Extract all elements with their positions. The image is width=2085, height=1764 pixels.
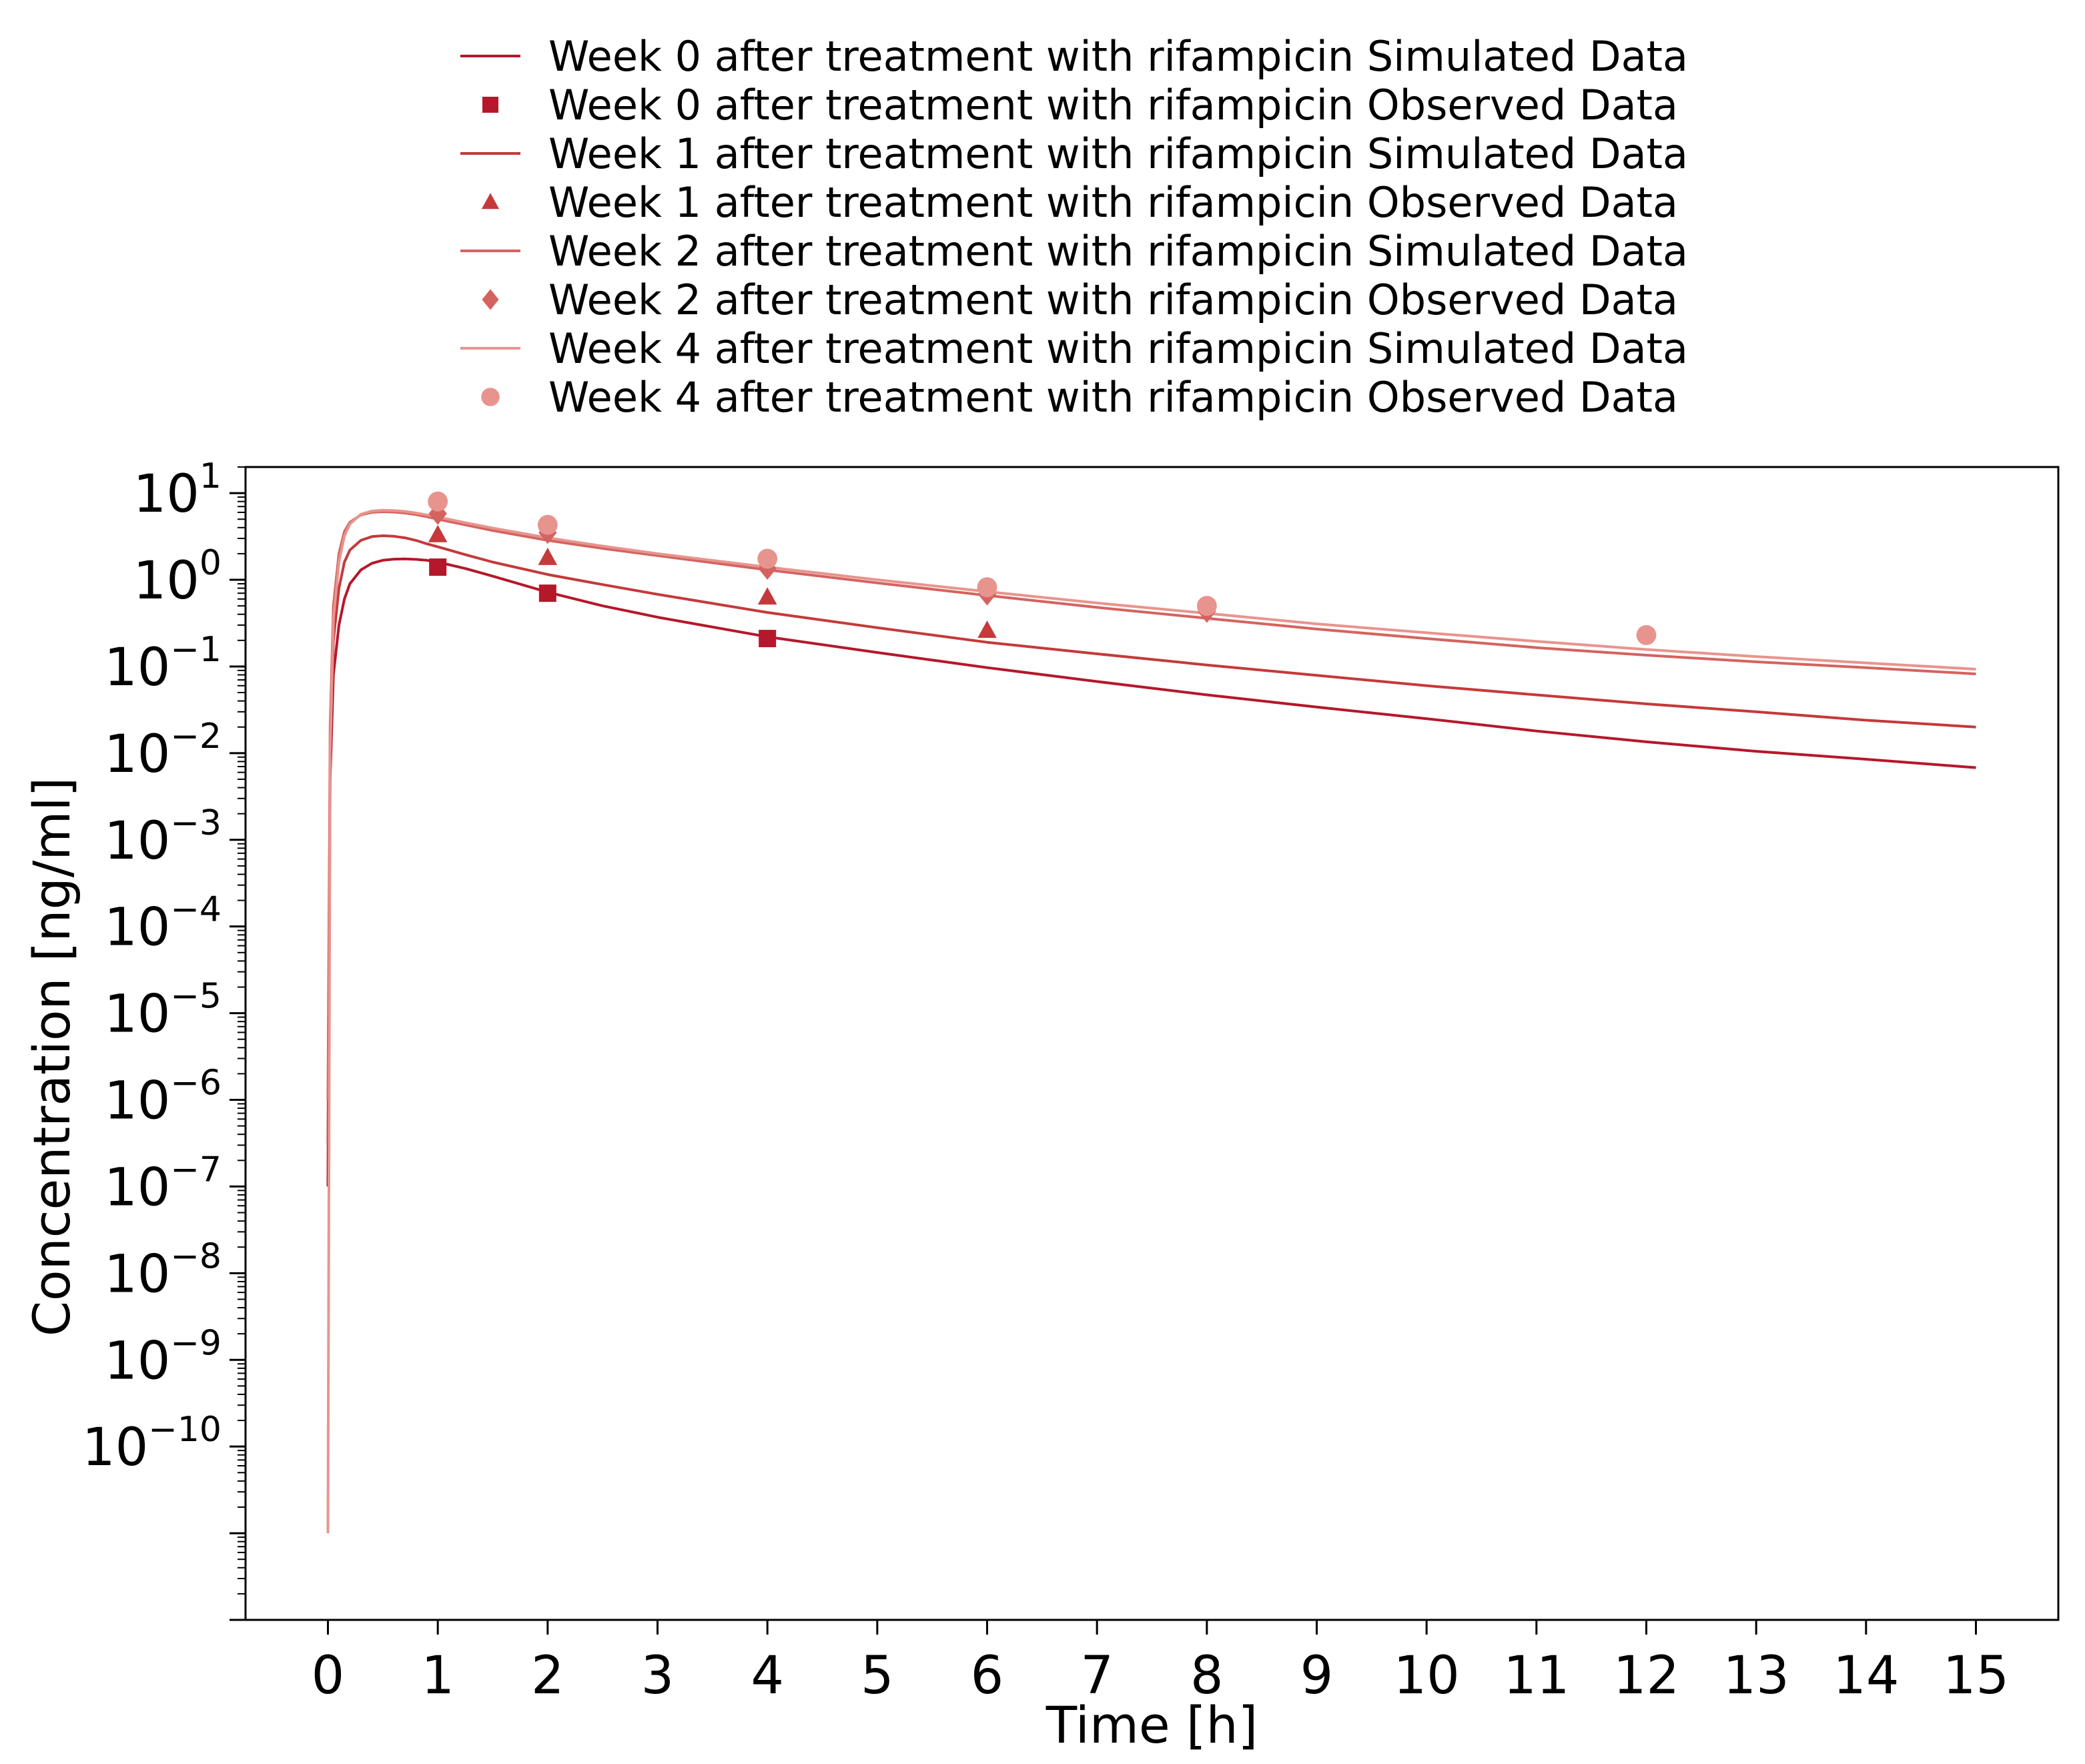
observed-point: [538, 547, 558, 565]
observed-point: [1636, 624, 1657, 645]
observed-point: [537, 514, 558, 535]
legend-item: Week 4 after treatment with rifampicin O…: [481, 373, 1678, 422]
observed-point: [977, 620, 997, 638]
legend-label: Week 4 after treatment with rifampicin S…: [548, 324, 1688, 373]
legend-marker-swatch: [481, 388, 500, 406]
y-tick-label: 101: [133, 456, 222, 524]
y-tick-label: 10−6: [104, 1063, 222, 1132]
y-tick-label: 10−9: [104, 1323, 222, 1391]
legend-label: Week 0 after treatment with rifampicin O…: [548, 81, 1678, 129]
x-tick-label: 14: [1833, 1646, 1899, 1706]
x-tick-label: 10: [1394, 1646, 1460, 1706]
y-tick-label: 10−5: [104, 977, 222, 1045]
legend-label: Week 0 after treatment with rifampicin S…: [548, 32, 1688, 81]
legend-item: Week 1 after treatment with rifampicin S…: [460, 129, 1688, 178]
legend-marker-swatch: [482, 289, 499, 310]
simulated-lines: [326, 508, 1976, 1534]
x-axis: 0 1 2 3 4 5 6 7 8 9 10 11 12 13 14 15: [312, 1620, 2009, 1706]
x-tick-label: 11: [1503, 1646, 1569, 1706]
x-tick-label: 12: [1613, 1646, 1679, 1706]
x-tick-label: 15: [1943, 1646, 2009, 1706]
legend-label: Week 1 after treatment with rifampicin S…: [548, 129, 1688, 178]
observed-point: [429, 558, 447, 576]
x-tick-label: 2: [531, 1646, 564, 1706]
y-axis-title: Concentration [ng/ml]: [22, 777, 81, 1336]
x-tick-label: 5: [861, 1646, 894, 1706]
observed-markers: [428, 491, 1657, 648]
x-tick-label: 4: [751, 1646, 784, 1706]
plot-area-frame: [244, 466, 2060, 1621]
legend-label: Week 2 after treatment with rifampicin O…: [548, 276, 1678, 324]
legend-label: Week 1 after treatment with rifampicin O…: [548, 178, 1678, 227]
legend-item: Week 1 after treatment with rifampicin O…: [481, 178, 1678, 227]
legend: Week 0 after treatment with rifampicin S…: [460, 32, 1688, 422]
y-tick-label: 10−2: [104, 717, 222, 785]
legend-label: Week 4 after treatment with rifampicin O…: [548, 373, 1678, 422]
y-tick-label: 10−4: [104, 890, 222, 958]
legend-label: Week 2 after treatment with rifampicin S…: [548, 227, 1688, 276]
x-tick-label: 0: [312, 1646, 345, 1706]
legend-item: Week 2 after treatment with rifampicin S…: [460, 227, 1688, 276]
legend-item: Week 0 after treatment with rifampicin S…: [460, 32, 1688, 81]
legend-item: Week 4 after treatment with rifampicin S…: [460, 324, 1688, 373]
observed-point: [1196, 596, 1217, 616]
y-tick-label: 10−10: [82, 1410, 222, 1478]
simulated-line-6: [326, 508, 1976, 1534]
x-tick-label: 8: [1190, 1646, 1224, 1706]
x-tick-label: 3: [641, 1646, 675, 1706]
y-tick-label: 100: [133, 543, 222, 611]
legend-marker-swatch: [481, 193, 500, 209]
observed-point: [757, 548, 778, 569]
x-tick-label: 6: [971, 1646, 1004, 1706]
y-axis: 101 100 10−1 10−2 10−3 10−4 10−5 10−6 10−7 10−8 10…: [82, 456, 246, 1621]
x-tick-label: 9: [1300, 1646, 1334, 1706]
x-tick-label: 7: [1080, 1646, 1114, 1706]
y-tick-label: 10−3: [104, 803, 222, 871]
y-tick-label: 10−1: [104, 630, 222, 698]
legend-item: Week 0 after treatment with rifampicin O…: [482, 81, 1678, 129]
simulated-line-2: [326, 534, 1976, 1146]
observed-point: [759, 630, 777, 648]
simulated-line-0: [326, 557, 1976, 1187]
observed-point: [538, 584, 556, 602]
legend-item: Week 2 after treatment with rifampicin O…: [482, 276, 1678, 324]
legend-marker-swatch: [482, 97, 498, 113]
y-tick-label: 10−7: [104, 1150, 222, 1218]
observed-point: [977, 577, 997, 598]
observed-point: [428, 491, 448, 512]
x-tick-label: 13: [1723, 1646, 1789, 1706]
observed-point: [757, 587, 777, 605]
x-axis-title: Time [h]: [1046, 1695, 1258, 1755]
observed-point: [428, 524, 448, 542]
y-tick-label: 10−8: [104, 1236, 222, 1304]
x-tick-label: 1: [421, 1646, 454, 1706]
